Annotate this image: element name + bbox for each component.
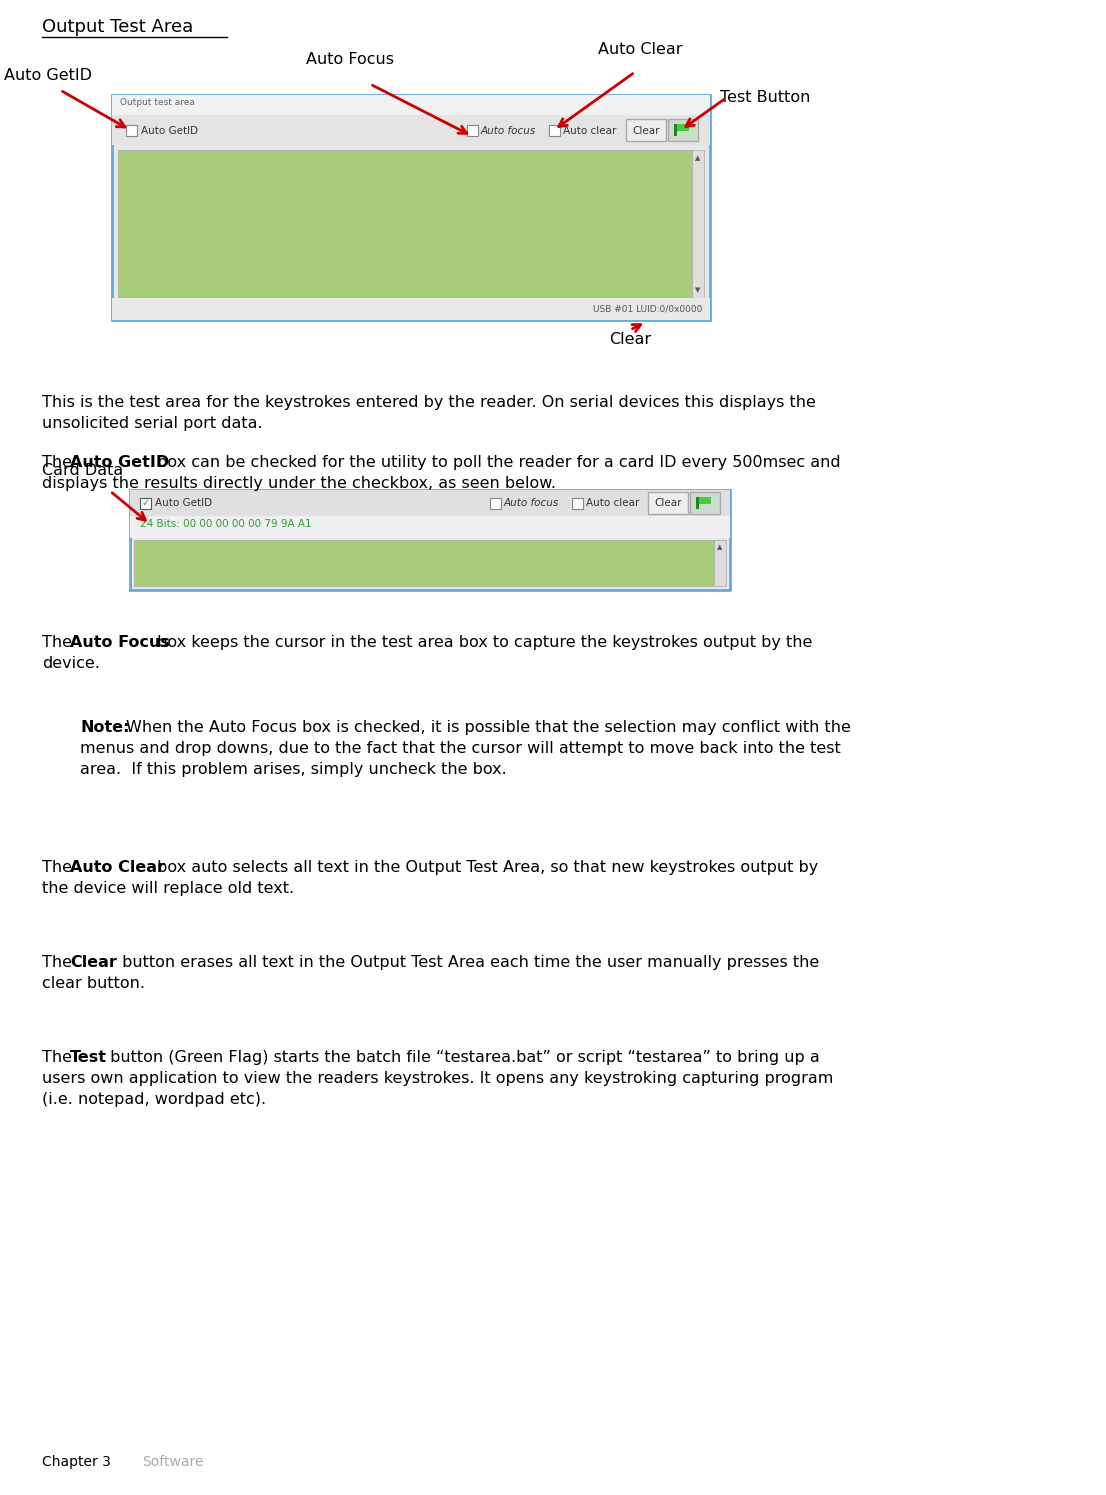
Bar xyxy=(118,150,692,298)
Text: ▲: ▲ xyxy=(696,155,701,161)
Text: unsolicited serial port data.: unsolicited serial port data. xyxy=(42,416,262,431)
Text: box can be checked for the utility to poll the reader for a card ID every 500mse: box can be checked for the utility to po… xyxy=(152,454,841,469)
Text: menus and drop downs, due to the fact that the cursor will attempt to move back : menus and drop downs, due to the fact th… xyxy=(80,742,841,756)
Text: Output test area: Output test area xyxy=(119,99,195,108)
Bar xyxy=(112,298,710,320)
FancyBboxPatch shape xyxy=(668,120,698,141)
Text: ▲: ▲ xyxy=(718,544,722,550)
Text: Auto clear: Auto clear xyxy=(586,498,639,508)
Bar xyxy=(674,124,677,136)
Bar xyxy=(490,498,501,508)
Text: Auto Focus: Auto Focus xyxy=(70,635,170,650)
Bar xyxy=(549,124,560,136)
Text: Test: Test xyxy=(70,1049,107,1064)
Text: Auto GetID: Auto GetID xyxy=(140,126,198,136)
Bar xyxy=(696,496,699,508)
Bar xyxy=(677,124,689,132)
Text: The: The xyxy=(42,955,77,970)
Text: ▼: ▼ xyxy=(696,287,701,293)
Text: clear button.: clear button. xyxy=(42,976,145,991)
Text: The: The xyxy=(42,454,77,469)
Bar xyxy=(126,124,137,136)
Bar xyxy=(572,498,583,508)
FancyBboxPatch shape xyxy=(131,490,730,591)
Text: Note:: Note: xyxy=(80,721,129,736)
Text: box auto selects all text in the Output Test Area, so that new keystrokes output: box auto selects all text in the Output … xyxy=(152,860,818,875)
Text: Clear: Clear xyxy=(609,332,651,347)
Text: area.  If this problem arises, simply uncheck the box.: area. If this problem arises, simply unc… xyxy=(80,762,507,777)
Bar xyxy=(134,540,714,586)
Text: The: The xyxy=(42,860,77,875)
Text: button erases all text in the Output Test Area each time the user manually press: button erases all text in the Output Tes… xyxy=(117,955,820,970)
Text: Auto Focus: Auto Focus xyxy=(306,52,394,67)
Text: device.: device. xyxy=(42,656,100,671)
Text: ✓: ✓ xyxy=(142,498,149,508)
Bar xyxy=(699,496,711,504)
Bar xyxy=(112,96,710,115)
Text: Clear: Clear xyxy=(633,126,660,136)
Bar xyxy=(467,124,478,136)
Text: Chapter 3: Chapter 3 xyxy=(42,1455,111,1470)
Text: 24 Bits: 00 00 00 00 00 79 9A A1: 24 Bits: 00 00 00 00 00 79 9A A1 xyxy=(140,519,312,529)
Text: Auto GetID: Auto GetID xyxy=(155,498,212,508)
Text: The: The xyxy=(42,635,77,650)
Bar xyxy=(140,498,152,508)
Text: Auto GetID: Auto GetID xyxy=(4,67,92,84)
Text: Test Button: Test Button xyxy=(720,90,811,105)
Text: (i.e. notepad, wordpad etc).: (i.e. notepad, wordpad etc). xyxy=(42,1091,267,1106)
Bar xyxy=(131,490,730,516)
Text: Clear: Clear xyxy=(655,498,681,508)
Text: the device will replace old text.: the device will replace old text. xyxy=(42,881,294,896)
Text: Output Test Area: Output Test Area xyxy=(42,18,194,36)
Bar xyxy=(112,115,710,145)
Text: USB #01 LUID:0/0x0000: USB #01 LUID:0/0x0000 xyxy=(593,305,702,314)
Text: Auto Clear: Auto Clear xyxy=(597,42,682,57)
Text: Auto clear: Auto clear xyxy=(563,126,616,136)
Text: The: The xyxy=(42,1049,77,1064)
Text: Auto focus: Auto focus xyxy=(481,126,536,136)
Bar xyxy=(131,516,730,538)
Text: When the Auto Focus box is checked, it is possible that the selection may confli: When the Auto Focus box is checked, it i… xyxy=(126,721,851,736)
Text: Auto Clear: Auto Clear xyxy=(70,860,165,875)
Text: Auto GetID: Auto GetID xyxy=(70,454,169,469)
Bar xyxy=(714,540,726,586)
FancyBboxPatch shape xyxy=(626,120,666,141)
FancyBboxPatch shape xyxy=(690,492,720,514)
Text: users own application to view the readers keystrokes. It opens any keystroking c: users own application to view the reader… xyxy=(42,1070,834,1085)
Text: Clear: Clear xyxy=(70,955,117,970)
Text: Auto focus: Auto focus xyxy=(504,498,560,508)
Text: box keeps the cursor in the test area box to capture the keystrokes output by th: box keeps the cursor in the test area bo… xyxy=(152,635,813,650)
Text: displays the results directly under the checkbox, as seen below.: displays the results directly under the … xyxy=(42,475,556,490)
FancyBboxPatch shape xyxy=(648,492,688,514)
FancyBboxPatch shape xyxy=(112,96,710,320)
Text: Software: Software xyxy=(142,1455,204,1470)
Text: button (Green Flag) starts the batch file “testarea.bat” or script “testarea” to: button (Green Flag) starts the batch fil… xyxy=(105,1049,820,1064)
Bar xyxy=(692,150,705,298)
Text: This is the test area for the keystrokes entered by the reader. On serial device: This is the test area for the keystrokes… xyxy=(42,395,816,410)
Text: Card Data: Card Data xyxy=(42,463,123,478)
